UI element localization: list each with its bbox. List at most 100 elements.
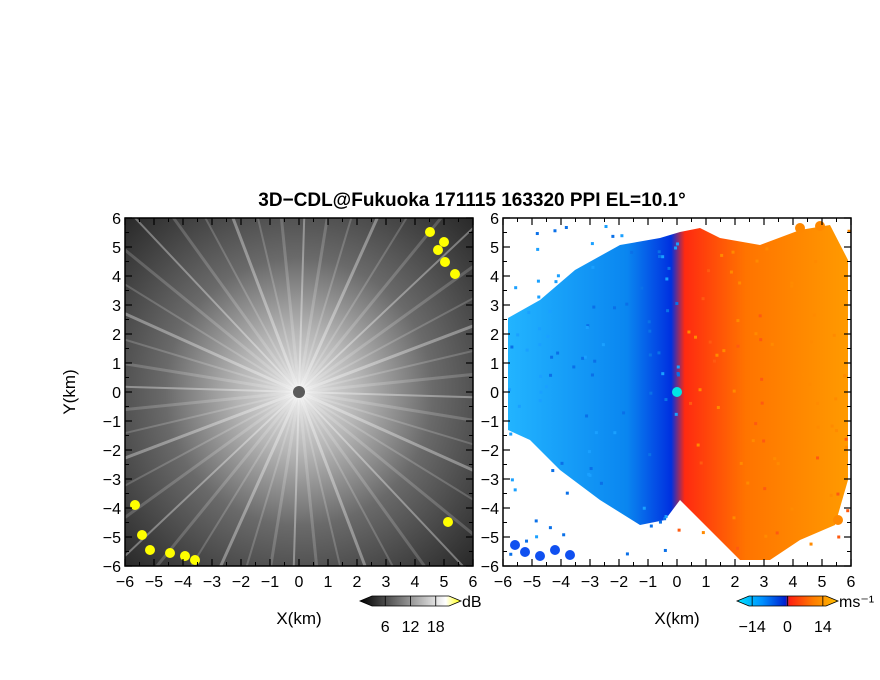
velocity-speckle-dot <box>707 269 711 273</box>
velocity-speckle-dot <box>708 340 712 344</box>
velocity-speckle-dot <box>713 359 717 363</box>
x-tick-label: 3 <box>760 574 769 591</box>
snr-ray <box>298 391 342 566</box>
y-tick-label: 6 <box>112 211 121 228</box>
snr-ray <box>298 390 473 536</box>
y-tick-label: −3 <box>481 472 499 489</box>
snr-ray <box>125 338 300 393</box>
velocity-speckle-dot <box>590 373 594 377</box>
snr-strong-echoes <box>130 227 460 565</box>
velocity-speckle-dot <box>739 461 743 465</box>
snr-ray <box>133 218 300 393</box>
velocity-speckle-dot <box>546 334 550 338</box>
snr-ray <box>171 218 301 393</box>
velocity-speckle-dot <box>758 314 762 318</box>
velocity-speckle-dot <box>613 431 617 435</box>
velocity-speckle-dot <box>622 411 626 415</box>
x-tick-label: 1 <box>324 574 333 591</box>
velocity-speckle-dot <box>601 343 605 347</box>
x-tick-label: 6 <box>847 574 856 591</box>
snr-ray <box>298 391 394 566</box>
velocity-speckle-dot <box>759 338 763 342</box>
velocity-speckle-dot <box>642 506 646 510</box>
velocity-speckle-dot <box>816 401 820 405</box>
x-tick-label: −6 <box>494 574 512 591</box>
velocity-speckle-dot <box>755 259 759 263</box>
velocity-speckle-dot <box>736 344 740 348</box>
velocity-speckle-dot <box>587 450 591 454</box>
snr-ray <box>298 218 306 393</box>
snr-ray <box>125 390 300 460</box>
velocity-speckle-dot <box>539 390 543 394</box>
snr-ray <box>297 218 329 393</box>
snr-ray <box>298 349 473 393</box>
velocity-speckle-dot <box>572 365 576 369</box>
velocity-speckle-dot <box>545 385 549 389</box>
snr-ray <box>298 391 473 446</box>
velocity-x-axis-label: X(km) <box>654 609 699 628</box>
velocity-speckle-dot <box>538 343 542 347</box>
snr-ray <box>298 372 473 394</box>
velocity-speckle-dot <box>548 309 552 313</box>
velocity-axis-ticks: −6 −5 −4 −3 −2 −1 0 1 2 3 4 5 6 −6 −5 −4 −3 −2 −1 0 1 2 3 4 5 6 <box>481 211 856 591</box>
snr-colorbar: 6 12 18 dB <box>358 594 482 636</box>
velocity-echo-blob <box>550 545 560 555</box>
velocity-speckle-dot <box>836 492 840 496</box>
velocity-speckle-dot <box>729 270 733 274</box>
snr-ray <box>297 218 443 393</box>
velocity-speckle-dot <box>773 457 777 461</box>
y-tick-label: −3 <box>103 472 121 489</box>
snr-axis-ticks: −6 −5 −4 −3 −2 −1 0 1 2 3 4 5 6 −6 −5 −4 −3 −2 −1 0 1 2 3 4 5 6 <box>103 211 478 591</box>
velocity-speckle-dot <box>510 478 514 482</box>
x-tick-label: −1 <box>261 574 279 591</box>
velocity-speckle-dot <box>676 365 680 369</box>
snr-ray <box>125 391 300 435</box>
velocity-speckle-dot <box>666 309 670 313</box>
velocity-speckle-dot <box>762 439 766 443</box>
velocity-speckle-dot <box>538 399 542 403</box>
velocity-speckle-dot <box>527 311 531 315</box>
velocity-speckle-dot <box>554 280 558 284</box>
snr-ray <box>298 390 473 472</box>
velocity-speckle-dot <box>834 429 838 433</box>
velocity-speckle-dot <box>583 355 587 359</box>
x-tick-label: −3 <box>203 574 221 591</box>
velocity-echo-blob <box>815 221 825 231</box>
snr-ray <box>219 391 301 566</box>
velocity-speckle-dot <box>754 422 758 426</box>
velocity-speckle-dot <box>663 548 667 552</box>
velocity-speckle-dot <box>751 439 755 443</box>
colorbar-tick-label: 18 <box>427 619 445 636</box>
velocity-speckle-dot <box>647 320 651 324</box>
snr-ray <box>279 218 301 393</box>
velocity-speckle-dot <box>648 329 652 333</box>
radar-site-right <box>672 387 682 397</box>
velocity-speckle-dot <box>674 246 678 250</box>
velocity-speckle-dot <box>776 462 780 466</box>
velocity-colorbar: −14 0 14 ms⁻¹ <box>735 594 874 636</box>
snr-ray <box>298 391 473 399</box>
snr-echo-blob <box>180 551 190 561</box>
y-tick-label: −4 <box>481 501 499 518</box>
snr-ray <box>155 391 301 566</box>
velocity-speckle-dot <box>564 225 568 229</box>
x-tick-label: −4 <box>552 574 570 591</box>
velocity-speckle-dot <box>593 359 597 363</box>
snr-ray <box>125 248 300 394</box>
velocity-speckle-dot <box>661 255 665 259</box>
velocity-speckle-dot <box>649 391 653 395</box>
velocity-speckle-dot <box>613 306 617 310</box>
snr-rays <box>125 218 473 566</box>
velocity-speckle-dot <box>585 325 589 329</box>
velocity-speckle-dot <box>760 401 764 405</box>
velocity-speckle-dot <box>732 389 736 393</box>
y-tick-label: −4 <box>103 501 121 518</box>
velocity-speckle-dot <box>620 234 624 238</box>
velocity-speckle-dot <box>657 250 661 254</box>
colorbar-tick-label: 14 <box>814 619 832 636</box>
x-tick-label: −6 <box>116 574 134 591</box>
velocity-speckle-dot <box>790 281 794 285</box>
snr-panel: −6 −5 −4 −3 −2 −1 0 1 2 3 4 5 6 −6 −5 −4 −3 −2 −1 0 1 2 3 4 5 6 X… <box>60 211 478 628</box>
snr-ray <box>125 390 300 412</box>
velocity-speckle-dot <box>775 531 779 535</box>
